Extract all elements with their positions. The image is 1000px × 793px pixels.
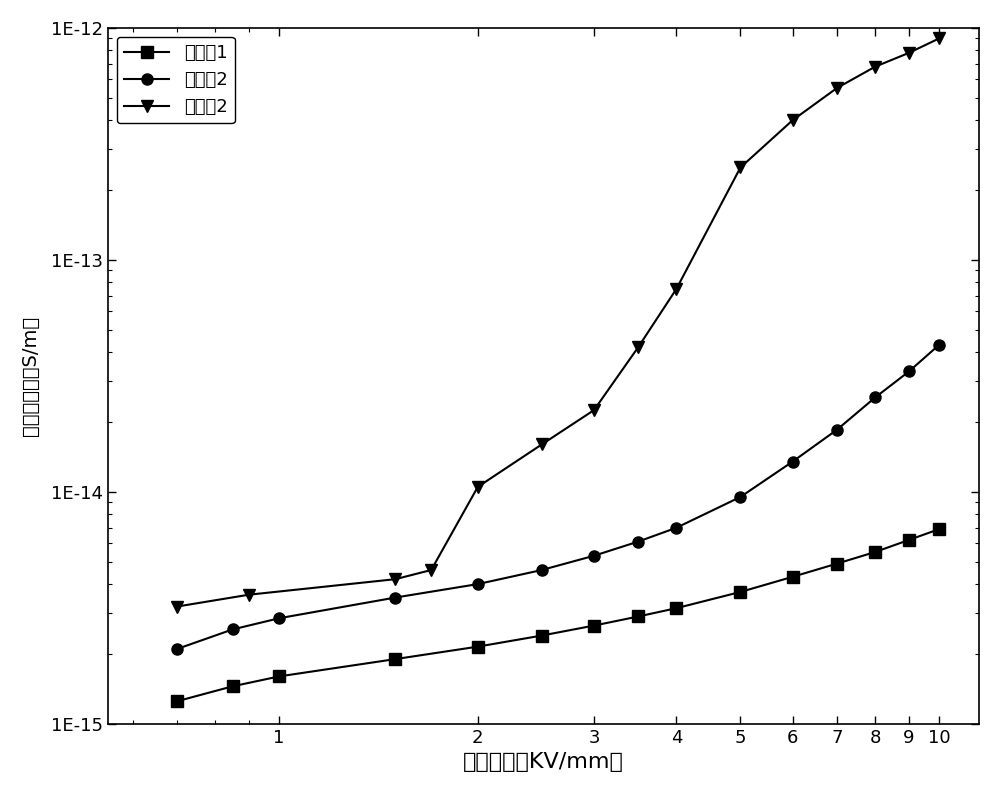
对比例2	[632, 537, 644, 546]
对比例1	[831, 559, 843, 569]
对比例2	[903, 366, 915, 376]
对比例1	[273, 672, 285, 681]
对比例2	[389, 593, 401, 603]
实施例2	[787, 116, 799, 125]
对比例1	[632, 611, 644, 621]
X-axis label: 电场强度（KV/mm）: 电场强度（KV/mm）	[463, 753, 624, 772]
实施例2	[588, 405, 600, 415]
对比例1	[472, 642, 484, 651]
对比例1	[670, 603, 682, 613]
对比例1	[869, 547, 881, 557]
对比例2	[171, 644, 183, 653]
对比例2	[831, 425, 843, 435]
Legend: 对比例1, 对比例2, 实施例2: 对比例1, 对比例2, 实施例2	[117, 36, 235, 124]
对比例2	[273, 614, 285, 623]
对比例1	[227, 681, 239, 691]
对比例2	[472, 580, 484, 589]
Y-axis label: 体积电导率（S/m）: 体积电导率（S/m）	[21, 316, 40, 436]
对比例2	[536, 565, 548, 575]
对比例2	[227, 625, 239, 634]
Line: 对比例1: 对比例1	[171, 523, 945, 707]
对比例2	[933, 340, 945, 350]
对比例1	[903, 535, 915, 545]
实施例2	[670, 284, 682, 293]
对比例2	[869, 393, 881, 402]
对比例1	[536, 630, 548, 640]
对比例1	[933, 524, 945, 534]
实施例2	[831, 83, 843, 93]
实施例2	[734, 163, 746, 172]
对比例1	[171, 696, 183, 706]
对比例2	[734, 492, 746, 502]
对比例2	[670, 523, 682, 532]
Line: 对比例2: 对比例2	[171, 339, 945, 654]
Line: 实施例2: 实施例2	[171, 33, 945, 612]
实施例2	[933, 33, 945, 43]
对比例1	[389, 654, 401, 664]
实施例2	[171, 602, 183, 611]
对比例2	[588, 551, 600, 561]
实施例2	[903, 48, 915, 58]
对比例2	[787, 457, 799, 466]
实施例2	[632, 343, 644, 352]
实施例2	[472, 482, 484, 492]
对比例1	[787, 572, 799, 581]
实施例2	[869, 62, 881, 71]
对比例1	[588, 621, 600, 630]
实施例2	[536, 439, 548, 449]
对比例1	[734, 587, 746, 596]
实施例2	[389, 574, 401, 584]
实施例2	[425, 565, 437, 575]
实施例2	[243, 590, 255, 600]
